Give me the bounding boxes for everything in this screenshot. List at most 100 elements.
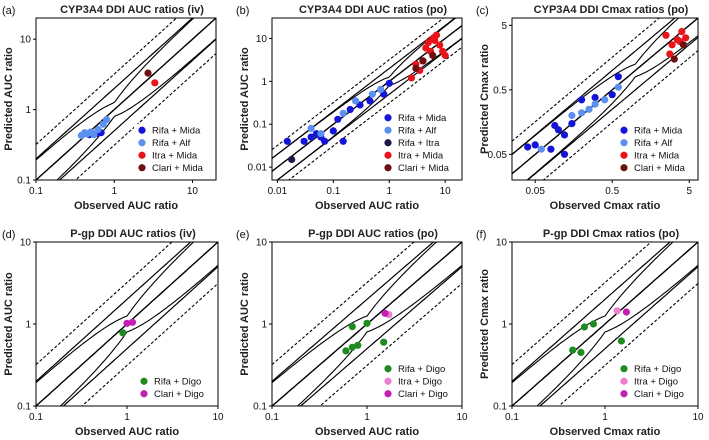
legend-marker [384, 164, 392, 172]
data-point [585, 105, 593, 113]
legend-row-background [380, 161, 460, 174]
x-tick-label: 10 [456, 412, 468, 423]
legend-label: Rifa + Mida [398, 113, 447, 124]
guest-lower-curve [59, 264, 218, 406]
twofold-lower-line [58, 38, 216, 180]
x-tick-label: 5 [686, 186, 692, 197]
legend-marker [384, 390, 392, 398]
outer-upper-limit-line [272, 242, 415, 366]
legend-label: Clari + Mida [398, 163, 450, 174]
x-tick-label: 1 [124, 412, 130, 423]
x-tick-label: 0.1 [265, 412, 279, 423]
x-axis-label: Observed AUC ratio [315, 426, 419, 438]
y-tick-label: 0.05 [488, 150, 508, 161]
y-tick-label: 0.01 [248, 163, 268, 174]
y-axis-label: Predicted AUC ratio [239, 47, 251, 151]
legend-marker [138, 139, 146, 147]
legend-row-background [616, 375, 696, 388]
chart-panel-3: 0.05 0.5 5 0.05 0.5 5 (c) CYP3A4 DDI Cmax ratio… [476, 4, 699, 212]
x-tick-label: 0.1 [29, 186, 43, 197]
data-point [551, 121, 559, 130]
legend-marker [138, 164, 146, 172]
data-point [568, 111, 576, 120]
legend-label: Rifa + Mida [152, 126, 201, 137]
y-tick-label: 10 [20, 35, 32, 46]
data-point [339, 137, 347, 145]
data-point [283, 137, 291, 145]
x-axis-label: Observed AUC ratio [315, 200, 419, 212]
legend-label: Clari + Digo [398, 389, 448, 400]
legend-row-background [380, 124, 460, 137]
legend-marker [620, 151, 628, 159]
legend-marker [138, 151, 146, 159]
data-point [151, 79, 159, 87]
chart-panel-4: 0.1 1 10 0.1 1 10 (d) P-gp DDI AUC ratios (iv) O… [2, 228, 224, 438]
twofold-upper-line [272, 242, 435, 382]
data-point [381, 309, 389, 317]
plot-frame [35, 17, 217, 181]
x-axis-label: Observed Cmax ratio [550, 426, 661, 438]
data-point [577, 348, 585, 356]
data-point [622, 308, 631, 316]
legend-label: Rifa + Alf [398, 126, 437, 137]
data-point [601, 96, 609, 104]
y-axis-label: Predicted AUC ratio [239, 272, 251, 376]
data-point [678, 28, 686, 36]
legend-marker [384, 377, 392, 385]
unity-line [512, 242, 698, 406]
x-axis-label: Observed AUC ratio [75, 426, 179, 438]
legend-row-background [616, 387, 696, 400]
data-point [670, 55, 678, 63]
legend-marker [620, 390, 628, 398]
data-point [348, 343, 356, 351]
data-point [334, 115, 342, 123]
data-point [578, 96, 586, 104]
legend-marker [384, 139, 392, 147]
data-point [352, 97, 360, 105]
y-tick-label: 0.1 [17, 402, 31, 413]
twofold-lower-line [539, 266, 698, 406]
x-tick-label: 0.1 [326, 186, 340, 197]
unity-line [36, 18, 216, 180]
guest-lower-curve [56, 38, 216, 180]
legend-marker [620, 126, 628, 134]
panel-title: CYP3A4 DDI AUC ratios (iv) [60, 4, 204, 16]
reference-lines [272, 242, 462, 406]
data-point [537, 145, 545, 153]
panel-title: CYP3A4 DDI AUC ratios (po) [299, 4, 447, 16]
panel-letter: (d) [2, 229, 15, 241]
x-tick-label: 1 [602, 412, 608, 423]
twofold-upper-line [512, 242, 671, 382]
panel-title: P-gp DDI AUC ratios (po) [308, 228, 438, 240]
y-tick-label: 0.1 [253, 120, 267, 131]
data-point [617, 337, 626, 345]
panel-letter: (b) [236, 5, 249, 17]
data-point [679, 41, 688, 49]
data-point [614, 73, 622, 81]
legend-row-background [134, 161, 214, 174]
data-point [377, 85, 385, 93]
legend-label: Itra + Mida [398, 151, 444, 162]
data-point [321, 137, 329, 145]
data-point [300, 137, 308, 145]
legend-marker [384, 151, 392, 159]
legend-row-background [136, 387, 216, 400]
x-tick-label: 1 [111, 186, 117, 197]
x-tick-label: 0.5 [605, 186, 619, 197]
outer-upper-limit-line [36, 18, 178, 145]
outer-lower-limit-line [81, 282, 218, 406]
data-point [90, 131, 98, 139]
legend-row-background [134, 149, 214, 162]
legend-marker [384, 114, 392, 122]
data-point [589, 320, 598, 328]
chart-panel-1: 0.1 1 10 0.1 1 10 (a) CYP3A4 DDI AUC ratios (iv… [2, 4, 217, 212]
guest-lower-curve [526, 35, 698, 180]
data-point [441, 51, 449, 60]
outer-lower-limit-line [74, 53, 216, 180]
data-point [419, 57, 427, 65]
guest-lower-curve [276, 37, 462, 180]
twofold-upper-line [36, 18, 194, 160]
legend-row-background [616, 362, 696, 375]
legend-row-background [616, 161, 696, 174]
data-point [119, 329, 127, 337]
